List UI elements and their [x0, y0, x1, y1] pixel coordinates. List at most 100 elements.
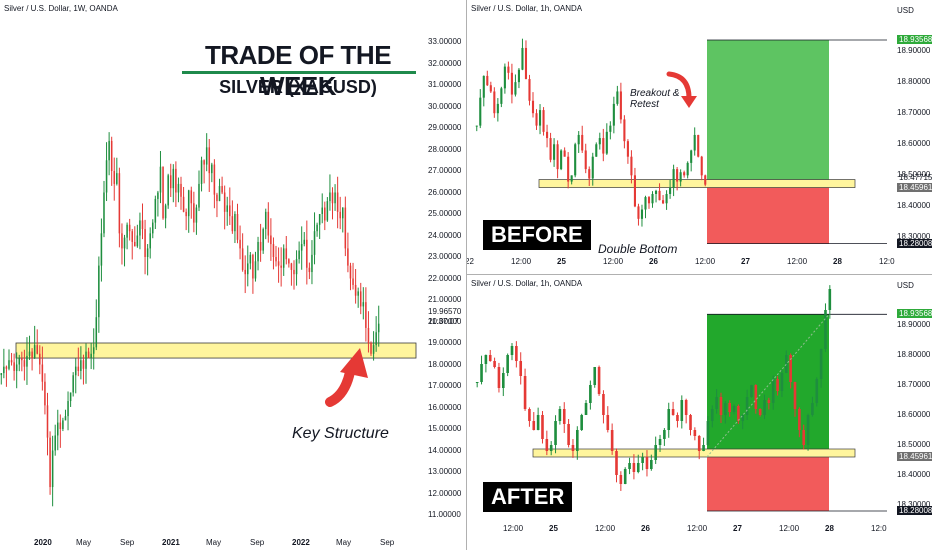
weekly-y-tick: 12.00000 — [428, 488, 462, 498]
key-structure-arrowhead — [340, 348, 368, 378]
before-svg-candle — [521, 47, 524, 70]
weekly-candle — [64, 416, 67, 421]
after-svg-candle — [784, 355, 788, 373]
before-svg-candle — [482, 75, 485, 98]
weekly-y-tick: 17.00000 — [428, 381, 462, 390]
after-svg-candle — [824, 310, 827, 349]
weekly-candle — [180, 183, 182, 197]
weekly-candle — [231, 216, 234, 232]
after-svg-candle — [528, 409, 531, 421]
weekly-candle — [110, 140, 113, 171]
after-svg-candle — [789, 355, 792, 382]
weekly-y-tick: 25.00000 — [428, 209, 462, 218]
weekly-chart-panel: Silver / U.S. Dollar, 1W, OANDA 33.00000… — [0, 4, 462, 547]
after-svg-candle — [593, 367, 597, 385]
weekly-candle — [280, 265, 282, 268]
after-svg-candle — [780, 373, 784, 391]
after-svg-candle — [580, 415, 583, 430]
after-svg-candle — [728, 403, 731, 412]
before-symbol-title: Silver / U.S. Dollar, 1h, OANDA — [471, 4, 583, 13]
before-svg-x-tick: 12:00 — [787, 257, 808, 266]
weekly-candle — [177, 183, 180, 193]
before-svg-candle — [489, 85, 492, 92]
breakout-retest-label-2: Retest — [630, 99, 659, 110]
after-svg-candle — [510, 346, 514, 355]
after-svg-candle — [719, 397, 723, 415]
weekly-y-tick: 22.00000 — [428, 273, 462, 283]
weekly-candle — [90, 353, 92, 359]
weekly-candle — [167, 175, 169, 206]
after-svg-loss-box — [707, 451, 829, 511]
weekly-y-tick: 24.00000 — [428, 230, 462, 240]
after-svg-tp-tag: 18.93568 — [897, 309, 932, 319]
weekly-candle — [259, 241, 262, 251]
weekly-candle — [172, 168, 175, 189]
before-svg-candle — [560, 150, 563, 170]
before-svg-candle — [528, 79, 531, 101]
after-svg-candle — [501, 373, 505, 388]
after-svg-candle — [506, 355, 509, 373]
before-svg-candle — [588, 169, 591, 179]
before-svg-candle — [581, 134, 584, 151]
after-svg-candle — [763, 400, 766, 415]
before-svg-x-tick: 12:00 — [695, 257, 716, 266]
before-svg-candle — [665, 193, 668, 204]
weekly-candle — [116, 173, 118, 184]
after-svg-candle — [488, 355, 492, 361]
weekly-candle — [85, 351, 87, 369]
before-svg-candle — [626, 141, 629, 157]
before-svg-candle — [700, 156, 703, 176]
weekly-candle — [234, 214, 236, 232]
before-svg-candle — [553, 144, 556, 160]
weekly-y-tick: 11.00000 — [428, 510, 461, 519]
before-svg-candle — [542, 110, 545, 132]
after-currency: USD — [897, 281, 914, 290]
weekly-candle — [354, 284, 357, 296]
weekly-candle — [270, 235, 272, 245]
weekly-candle — [80, 360, 82, 371]
before-svg-candle — [546, 131, 549, 139]
weekly-candle — [277, 261, 280, 266]
weekly-candle — [239, 239, 241, 249]
weekly-candle — [28, 351, 31, 356]
weekly-candle — [285, 248, 288, 260]
weekly-candle — [316, 224, 318, 232]
weekly-candle — [193, 203, 195, 223]
after-svg-candle — [693, 430, 697, 436]
after-svg-candle — [811, 403, 814, 415]
before-svg-profit-box — [707, 39, 829, 183]
headline-title: TRADE OF THE WEEK — [204, 40, 392, 101]
after-svg-candle — [819, 349, 823, 379]
after-svg-candle — [654, 445, 657, 460]
before-svg-candle — [584, 150, 587, 170]
after-svg-candle — [798, 409, 801, 430]
weekly-candle — [264, 211, 267, 230]
after-svg-y-tick: 18.80000 — [897, 350, 931, 359]
after-svg-y-tick: 18.40000 — [897, 470, 931, 479]
double-bottom-label: Double Bottom — [598, 242, 678, 256]
after-svg-candle — [828, 289, 832, 310]
after-svg-candle — [497, 367, 501, 388]
headline-underline — [182, 71, 416, 74]
weekly-candle — [146, 248, 149, 257]
before-svg-candle — [644, 197, 647, 210]
after-svg-candle — [523, 376, 527, 409]
weekly-candle — [141, 220, 144, 230]
before-svg-candle — [609, 125, 612, 132]
weekly-candle — [221, 186, 223, 193]
weekly-y-tick: 18.00000 — [428, 359, 462, 369]
vertical-divider — [466, 0, 467, 550]
weekly-candle — [59, 422, 62, 429]
weekly-candle — [15, 364, 18, 371]
before-label: BEFORE — [483, 220, 591, 250]
before-svg-candle — [612, 103, 615, 126]
weekly-candle — [216, 194, 218, 202]
after-svg-candle — [650, 460, 653, 469]
after-svg-candle — [793, 382, 797, 409]
after-svg-candle — [562, 409, 566, 424]
after-svg-candle — [636, 463, 640, 472]
after-svg-candle — [610, 430, 614, 451]
after-svg-support-zone — [532, 448, 856, 458]
weekly-candle — [262, 229, 264, 251]
after-svg-candle — [754, 385, 758, 409]
